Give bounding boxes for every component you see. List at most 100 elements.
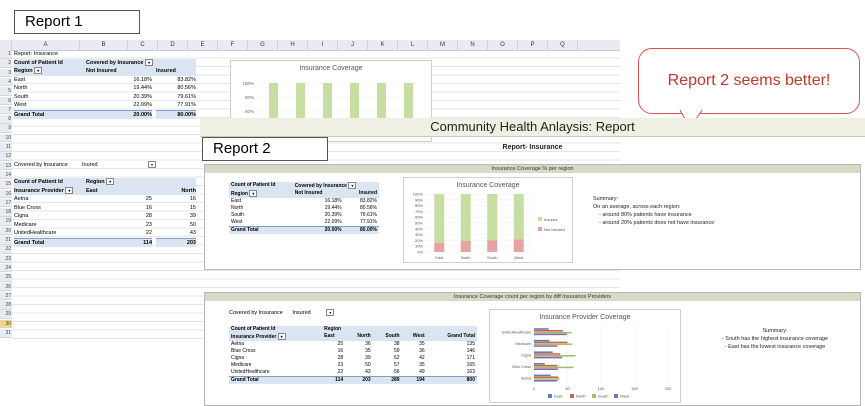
pivot2-header-north[interactable]: North — [156, 186, 196, 195]
row-header[interactable]: 28 — [0, 301, 12, 310]
column-header[interactable]: B — [80, 40, 128, 50]
column-header[interactable]: A — [12, 40, 80, 50]
pivot-cell[interactable]: 22.09% — [133, 102, 152, 108]
pivot-total-cell[interactable]: Grand Total — [14, 237, 82, 247]
row-header[interactable]: 24 — [0, 263, 12, 273]
pivot-cell[interactable]: 16.18% — [133, 76, 152, 83]
row-header[interactable]: 16 — [0, 189, 12, 198]
row-header[interactable]: 11 — [0, 143, 12, 152]
pivot-cell[interactable]: Medicare — [14, 221, 37, 228]
column-header[interactable]: I — [308, 40, 338, 50]
pivot2-header-region[interactable]: Region ▾ — [82, 178, 196, 187]
row-header[interactable]: 8 — [0, 115, 12, 124]
pivot-cell[interactable]: UnitedHealthcare — [14, 230, 57, 236]
column-header[interactable]: F — [218, 40, 248, 50]
row-header[interactable]: 6 — [0, 96, 12, 105]
table-row[interactable]: Medicare 23 50 57 35 165 — [229, 362, 477, 369]
row-header[interactable]: 31 — [0, 329, 12, 338]
column-header[interactable]: G — [248, 40, 278, 50]
sheet-title-cell[interactable]: Report- Insurance — [14, 51, 59, 57]
row-header[interactable]: 27 — [0, 291, 12, 301]
row-header[interactable]: 18 — [0, 208, 12, 217]
table-row[interactable]: North 19.44% 80.56% — [229, 205, 379, 212]
pivot-cell[interactable]: 28 — [145, 213, 152, 219]
pivot-cell[interactable]: Cigna — [14, 213, 29, 219]
row-header[interactable]: 21 — [0, 236, 12, 245]
pivot-cell[interactable]: 25 — [145, 196, 152, 202]
row-header[interactable]: 5 — [0, 87, 12, 96]
column-header[interactable]: P — [518, 40, 548, 50]
filter-dropdown-icon[interactable]: ▾ — [148, 161, 156, 169]
row-header[interactable]: 29 — [0, 310, 12, 319]
p2-filter-value[interactable]: Insured — [292, 310, 311, 316]
row-header[interactable]: 17 — [0, 198, 12, 208]
pivot-cell[interactable]: 22 — [145, 230, 152, 236]
pivot-total-cell[interactable]: Grand Total — [14, 109, 82, 119]
row-header[interactable]: 7 — [0, 105, 12, 115]
pivot-cell[interactable]: 43 — [189, 230, 196, 236]
row-header[interactable]: 15 — [0, 180, 12, 189]
pivot-total-cell[interactable]: 20.00% — [82, 109, 152, 119]
filter-dropdown-icon[interactable]: ▾ — [106, 178, 115, 186]
column-header[interactable]: D — [158, 40, 188, 50]
row-header[interactable]: 26 — [0, 282, 12, 291]
column-header[interactable]: H — [278, 40, 308, 50]
table-row[interactable]: Aetna 25 36 38 35 135 — [229, 341, 477, 348]
pivot1-header-covered[interactable]: Covered by Insurance ▾ — [82, 58, 196, 67]
row-header[interactable]: 9 — [0, 124, 12, 133]
pivot-cell[interactable]: 83.82% — [177, 76, 196, 83]
pivot-cell[interactable]: 77.91% — [177, 102, 196, 108]
row-header[interactable]: 20 — [0, 226, 12, 236]
pivot-cell[interactable]: 20.39% — [133, 93, 152, 100]
table-row[interactable]: Blue Cross 16 35 59 36 146 — [229, 348, 477, 355]
pivot-cell[interactable]: 16 — [145, 204, 152, 211]
row-header[interactable]: 2 — [0, 59, 12, 68]
column-header[interactable]: L — [398, 40, 428, 50]
pivot1-header-count[interactable]: Count of Patient Id — [14, 58, 82, 67]
row-header[interactable]: 23 — [0, 254, 12, 264]
panel2-pivot-table[interactable]: Count of Patient Id Region Insurance Prov… — [229, 326, 477, 384]
filter-dropdown-icon[interactable]: ▾ — [277, 333, 286, 340]
pivot2-header-provider[interactable]: Insurance Provider ▾ — [14, 186, 82, 195]
column-header[interactable]: C — [128, 40, 158, 50]
pivot-cell[interactable]: 39 — [189, 213, 196, 219]
pivot2-header-count[interactable]: Count of Patient Id — [14, 178, 82, 187]
column-header[interactable]: E — [188, 40, 218, 50]
pivot1-header-insured[interactable]: Insured — [156, 67, 196, 76]
filter-dropdown-icon[interactable]: ▾ — [34, 67, 43, 75]
pivot-cell[interactable]: 16 — [189, 196, 196, 202]
row-header[interactable]: 14 — [0, 170, 12, 180]
row-header[interactable]: 25 — [0, 273, 12, 282]
panel2-filter[interactable]: Covered by Insurance Insured ▾ — [229, 309, 335, 317]
filter-label[interactable]: Covered by Insurance — [14, 162, 68, 168]
pivot-cell[interactable]: 79.61% — [177, 93, 196, 100]
pivot-cell[interactable]: 19.44% — [133, 85, 152, 91]
filter-dropdown-icon[interactable]: ▾ — [145, 58, 153, 66]
pivot-cell[interactable]: North — [14, 85, 28, 91]
pivot-total-cell[interactable]: 203 — [156, 237, 196, 247]
column-header[interactable]: O — [488, 40, 518, 50]
table-row[interactable]: UnitedHealthcare 22 43 56 49 163 — [229, 369, 477, 377]
filter-dropdown-icon[interactable]: ▾ — [348, 182, 357, 189]
table-row[interactable]: East 16.18% 83.82% — [229, 198, 379, 205]
row-header[interactable]: 4 — [0, 77, 12, 87]
row-header[interactable]: 3 — [0, 68, 12, 78]
row-header[interactable]: 30 — [0, 319, 12, 329]
column-header[interactable]: Q — [548, 40, 578, 50]
pivot-cell[interactable]: South — [14, 93, 29, 100]
filter-dropdown-icon[interactable]: ▾ — [326, 309, 335, 317]
select-all-corner[interactable] — [0, 40, 12, 50]
table-row[interactable]: Cigna 28 39 62 42 171 — [229, 355, 477, 362]
pivot-cell[interactable]: Blue Cross — [14, 204, 41, 211]
row-header[interactable]: 22 — [0, 245, 12, 254]
filter-dropdown-icon[interactable]: ▾ — [249, 189, 258, 197]
row-header[interactable]: 1 — [0, 50, 12, 59]
panel1-pivot-table[interactable]: Count of Patient Id Covered by Insurance … — [229, 182, 379, 234]
pivot-cell[interactable]: 50 — [189, 221, 196, 228]
pivot1-header-region[interactable]: Region ▾ — [14, 67, 82, 76]
row-header[interactable]: 10 — [0, 133, 12, 143]
filter-value[interactable]: Inured — [82, 162, 98, 168]
pivot2-header-east[interactable]: East — [82, 186, 156, 195]
pivot-cell[interactable]: 23 — [145, 221, 152, 228]
pivot-cell[interactable]: Aetna — [14, 196, 29, 202]
